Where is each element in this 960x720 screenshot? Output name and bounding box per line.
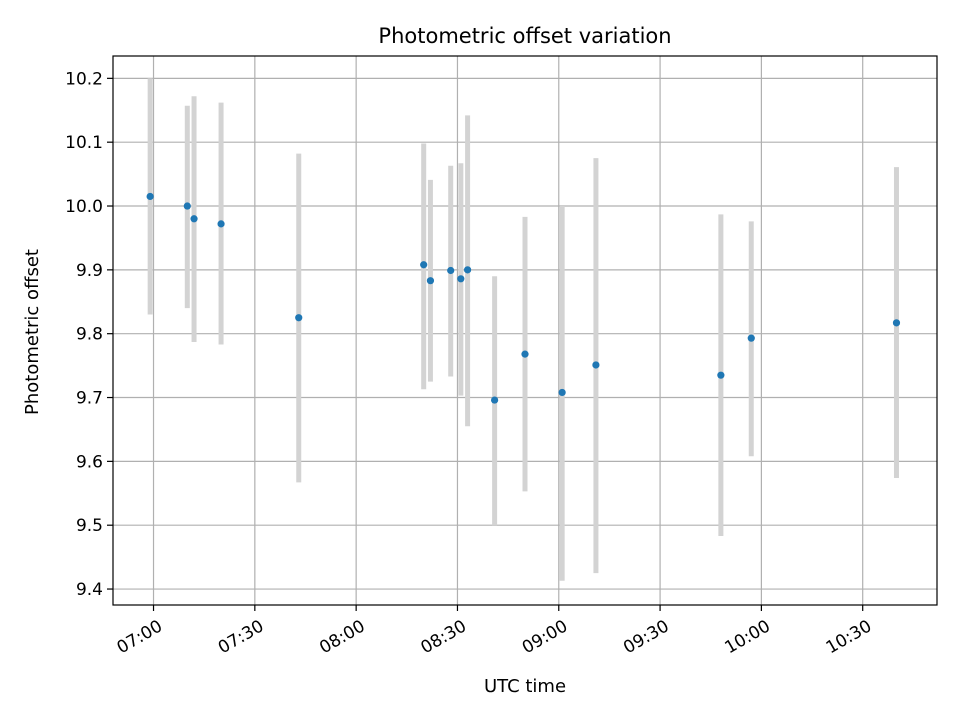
data-point [183,202,191,210]
data-point [747,334,755,342]
y-tick-label: 9.5 [76,516,103,536]
data-point [217,220,225,228]
chart-title: Photometric offset variation [378,24,671,48]
data-point [558,388,566,397]
y-tick-label: 10.1 [65,133,103,153]
y-tick-label: 10.2 [65,69,103,89]
plot-frame [112,55,938,606]
data-point [717,371,725,379]
data-point [146,192,154,201]
y-tick-label: 9.4 [76,580,103,600]
y-tick-label: 10.0 [65,197,103,217]
data-point [521,350,529,358]
data-point [190,215,198,223]
data-point [426,277,435,285]
data-point [491,396,499,404]
data-point [463,266,472,274]
data-point [592,361,600,369]
data-points [146,192,901,404]
y-tick-label: 9.8 [76,325,103,345]
data-point [447,266,455,275]
data-point [295,314,303,322]
y-axis-ticks: 9.4 9.5 9.6 9.7 9.8 9.9 10.0 10.1 10.2 [65,69,113,600]
x-axis-label: UTC time [484,676,566,697]
data-point [457,275,465,283]
y-tick-label: 9.7 [76,389,103,409]
data-point [420,261,428,269]
y-tick-label: 9.9 [76,261,103,281]
y-axis-label: Photometric offset [22,249,43,415]
data-point [892,319,901,327]
y-tick-label: 9.6 [76,452,103,472]
